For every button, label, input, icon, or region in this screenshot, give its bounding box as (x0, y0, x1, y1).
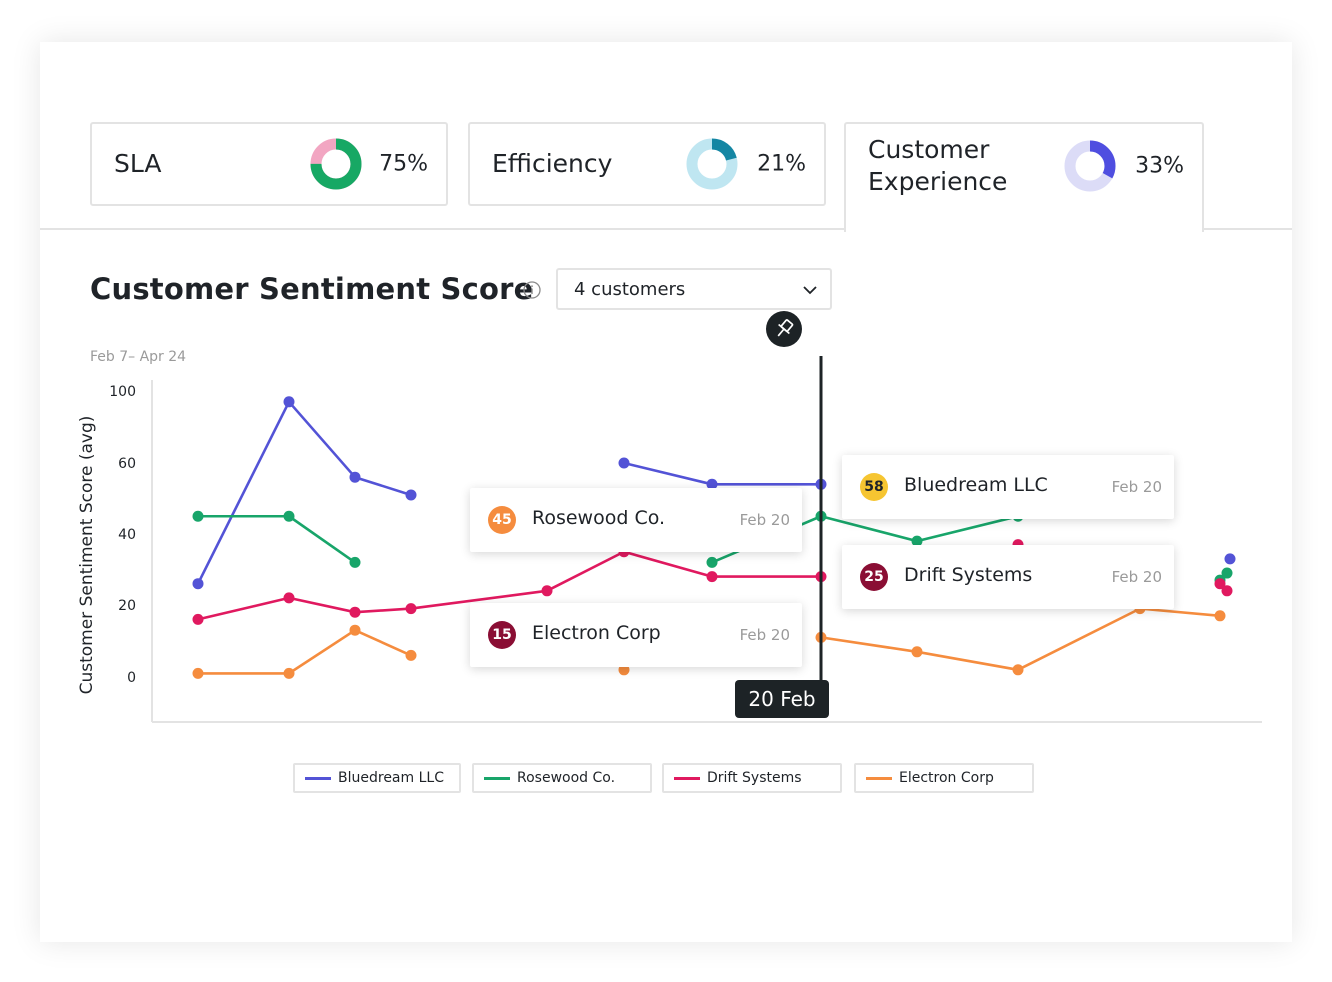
customer-experience-donut-icon (1064, 140, 1116, 192)
data-point[interactable] (706, 571, 718, 583)
data-point[interactable] (618, 457, 630, 469)
data-point[interactable] (1221, 585, 1233, 597)
tooltip-score-badge: 25 (860, 563, 888, 591)
tooltip-rosewood: 45 Rosewood Co. Feb 20 (470, 488, 802, 552)
tooltip-date: Feb 20 (739, 511, 790, 529)
series-line (196, 400, 412, 585)
tooltip-score-badge: 15 (488, 621, 516, 649)
tooltip-customer-name: Electron Corp (532, 622, 661, 644)
data-point[interactable] (618, 664, 630, 676)
chart-series (192, 396, 1236, 679)
tab-sla-percent: 75% (379, 151, 428, 177)
pin-icon (777, 319, 794, 337)
data-point[interactable] (706, 556, 718, 568)
data-point[interactable] (1214, 610, 1226, 622)
tab-efficiency[interactable]: Efficiency 21% (468, 122, 826, 206)
legend-swatch (866, 777, 892, 780)
data-point[interactable] (349, 556, 361, 568)
selected-date-label: 20 Feb (735, 680, 829, 718)
tooltip-score-badge: 45 (488, 506, 516, 534)
data-point[interactable] (192, 578, 204, 590)
y-tick-label: 100 (109, 384, 136, 400)
legend-item-drift[interactable]: Drift Systems (662, 763, 842, 793)
data-point[interactable] (405, 489, 417, 501)
data-point[interactable] (283, 510, 295, 522)
tab-sla[interactable]: SLA 75% (90, 122, 448, 206)
tab-efficiency-percent: 21% (757, 151, 806, 177)
data-point[interactable] (192, 667, 204, 679)
tooltip-bluedream: 58 Bluedream LLC Feb 20 (842, 455, 1174, 519)
chevron-down-icon (803, 286, 817, 295)
data-point[interactable] (283, 667, 295, 679)
data-point[interactable] (911, 646, 923, 658)
series-line (623, 461, 821, 486)
tab-customer-experience-label: Customer Experience (868, 135, 1008, 196)
tooltip-score-badge: 58 (860, 473, 888, 501)
sla-donut-icon (310, 138, 362, 190)
tabs-divider (40, 228, 1292, 230)
tooltip-date: Feb 20 (1111, 478, 1162, 496)
data-point[interactable] (192, 613, 204, 625)
series-line (198, 628, 412, 675)
customers-dropdown[interactable]: 4 customers (556, 268, 832, 310)
tooltip-customer-name: Drift Systems (904, 564, 1033, 586)
pin-button[interactable] (766, 311, 802, 347)
legend-swatch (305, 777, 331, 780)
data-point[interactable] (349, 624, 361, 636)
efficiency-donut-icon (686, 138, 738, 190)
legend-item-electron[interactable]: Electron Corp (854, 763, 1034, 793)
data-point[interactable] (405, 649, 417, 661)
data-point[interactable] (349, 471, 361, 483)
y-tick-label: 40 (118, 527, 136, 543)
y-tick-label: 20 (118, 598, 136, 614)
tooltip-customer-name: Rosewood Co. (532, 507, 666, 529)
data-point[interactable] (1224, 553, 1236, 565)
data-point[interactable] (283, 396, 295, 408)
tooltip-date: Feb 20 (1111, 568, 1162, 586)
tab-sla-label: SLA (114, 149, 162, 178)
tooltip-electron: 15 Electron Corp Feb 20 (470, 603, 802, 667)
data-point[interactable] (192, 510, 204, 522)
legend-item-rosewood[interactable]: Rosewood Co. (472, 763, 652, 793)
data-point[interactable] (405, 603, 417, 615)
data-point[interactable] (706, 478, 718, 490)
series-drift-systems (192, 539, 1233, 625)
data-point[interactable] (541, 585, 553, 597)
tab-customer-experience-percent: 33% (1135, 153, 1184, 179)
data-point[interactable] (1012, 664, 1024, 676)
tooltip-date: Feb 20 (739, 626, 790, 644)
data-point[interactable] (1214, 578, 1226, 590)
data-point[interactable] (283, 592, 295, 604)
legend-label: Rosewood Co. (517, 770, 616, 786)
series-bluedream-llc (192, 396, 1236, 590)
y-tick-label: 0 (127, 670, 136, 686)
tab-efficiency-label: Efficiency (492, 149, 613, 178)
y-axis-label: Customer Sentiment Score (avg) (77, 416, 97, 695)
series-line (820, 607, 1221, 672)
legend-label: Drift Systems (707, 770, 802, 786)
page-title: Customer Sentiment Score (90, 272, 534, 306)
tooltip-drift: 25 Drift Systems Feb 20 (842, 545, 1174, 609)
customers-dropdown-value: 4 customers (574, 279, 686, 300)
y-tick-label: 60 (118, 456, 136, 472)
chart-axes: 100 60 40 20 0 Customer Sentiment Score (avg) (77, 380, 1262, 723)
legend-label: Bluedream LLC (338, 770, 444, 786)
legend-label: Electron Corp (899, 770, 994, 786)
info-icon[interactable] (523, 281, 541, 299)
legend-item-bluedream[interactable]: Bluedream LLC (293, 763, 461, 793)
legend-swatch (484, 777, 510, 780)
date-range: Feb 7– Apr 24 (90, 349, 187, 365)
data-point[interactable] (911, 535, 923, 547)
series-line (197, 550, 821, 621)
series-electron-corp (192, 603, 1226, 679)
tooltip-customer-name: Bluedream LLC (904, 474, 1048, 496)
data-point[interactable] (349, 606, 361, 618)
tab-customer-experience[interactable]: Customer Experience 33% (844, 122, 1204, 232)
data-point[interactable] (1221, 567, 1233, 579)
legend-swatch (674, 777, 700, 780)
